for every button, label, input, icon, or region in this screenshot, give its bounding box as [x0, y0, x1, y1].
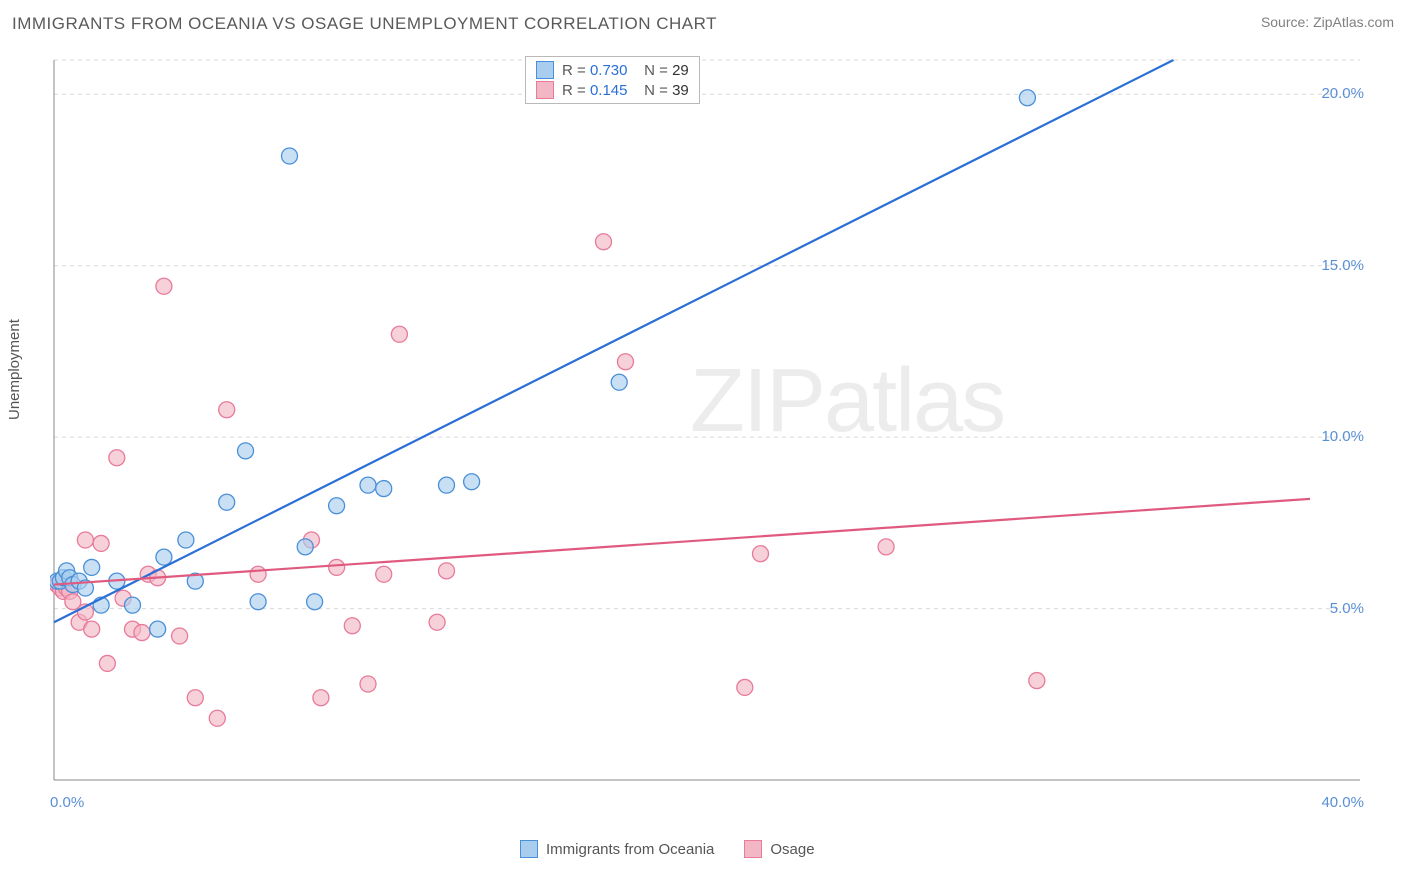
legend-stat-text: R = 0.730 N = 29	[562, 62, 689, 79]
axis-tick-label: 10.0%	[1321, 428, 1364, 445]
legend-bottom-item: Osage	[744, 840, 814, 858]
scatter-plot-svg	[50, 50, 1370, 820]
axis-tick-label: 0.0%	[50, 794, 84, 811]
source-label: Source: ZipAtlas.com	[1261, 14, 1394, 30]
legend-inset-row: R = 0.145 N = 39	[536, 81, 689, 99]
title-bar: IMMIGRANTS FROM OCEANIA VS OSAGE UNEMPLO…	[12, 14, 1394, 34]
legend-swatch	[536, 81, 554, 99]
axis-tick-label: 20.0%	[1321, 85, 1364, 102]
legend-bottom-item: Immigrants from Oceania	[520, 840, 714, 858]
legend-swatch	[536, 61, 554, 79]
chart-title: IMMIGRANTS FROM OCEANIA VS OSAGE UNEMPLO…	[12, 14, 717, 34]
legend-swatch	[744, 840, 762, 858]
legend-inset: R = 0.730 N = 29 R = 0.145 N = 39	[525, 56, 700, 104]
legend-bottom-label: Immigrants from Oceania	[546, 841, 714, 858]
legend-bottom: Immigrants from Oceania Osage	[520, 840, 815, 858]
axis-tick-label: 5.0%	[1330, 600, 1364, 617]
legend-bottom-label: Osage	[770, 841, 814, 858]
legend-swatch	[520, 840, 538, 858]
legend-stat-text: R = 0.145 N = 39	[562, 82, 689, 99]
chart-plot-area	[50, 50, 1370, 820]
legend-inset-row: R = 0.730 N = 29	[536, 61, 689, 79]
y-axis-label: Unemployment	[6, 319, 23, 420]
axis-tick-label: 40.0%	[1321, 794, 1364, 811]
axis-tick-label: 15.0%	[1321, 257, 1364, 274]
